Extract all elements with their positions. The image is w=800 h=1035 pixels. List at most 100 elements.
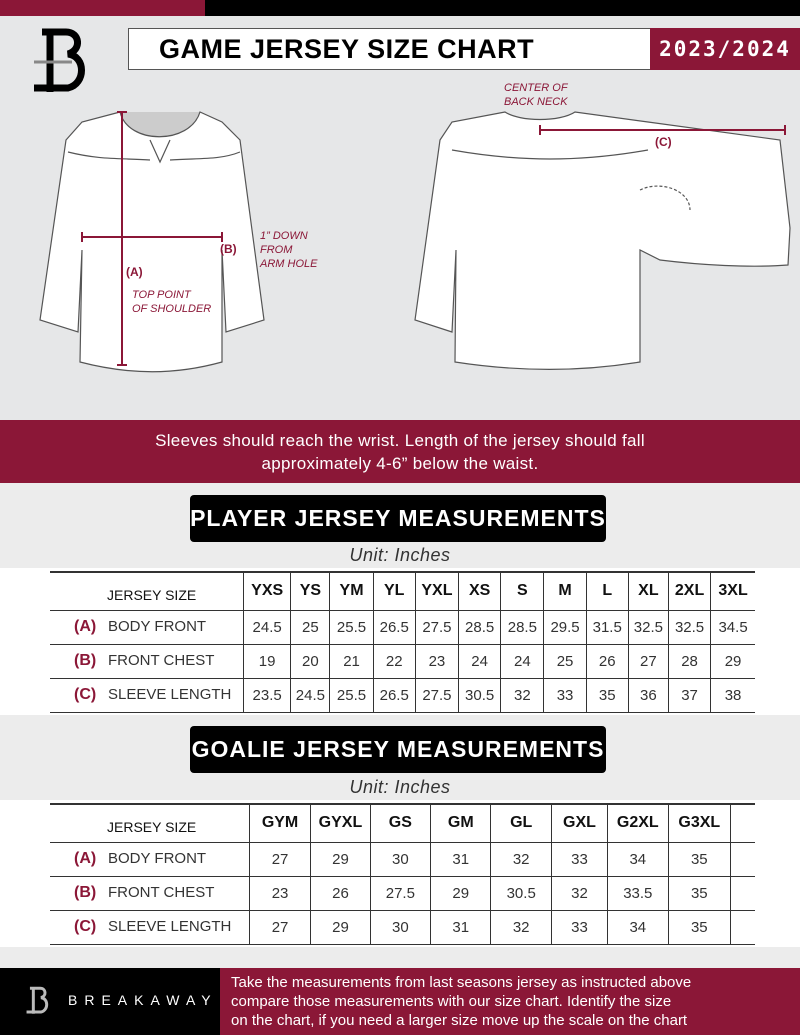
row-name: SLEEVE LENGTH (108, 686, 232, 703)
row-letter: (C) (74, 918, 97, 935)
header-row: JERSEY SIZE GYM GYXL GS GM GL GXL G2XL G3XL (50, 804, 755, 842)
table-cell: 29 (710, 644, 755, 678)
row-label: (C) SLEEVE LENGTH (50, 910, 249, 944)
table-cell: 25 (543, 644, 587, 678)
table-cell: 26 (310, 876, 371, 910)
table-cell: 27.5 (369, 876, 431, 910)
table-cell: 32 (490, 842, 552, 876)
table-cell: 20 (290, 644, 330, 678)
header-row: JERSEY SIZE YXS YS YM YL YXL XS S M L XL 2XL 3XL (50, 572, 755, 610)
front-jersey (39, 111, 265, 373)
table-cell: 31 (430, 842, 491, 876)
table-cell: 24.5 (242, 610, 291, 644)
table-cell: 27 (248, 842, 311, 876)
table-cell: 30 (369, 910, 431, 944)
table-cell: 33 (550, 910, 608, 944)
table-cell: 30 (369, 842, 431, 876)
size-header: G2XL (607, 804, 669, 842)
table-cell: 23.5 (242, 678, 291, 712)
player-heading: PLAYER JERSEY MEASUREMENTS (190, 495, 606, 542)
table-cell: 29 (310, 910, 371, 944)
goalie-unit: Unit: Inches (349, 777, 451, 797)
table-cell: 24 (500, 644, 544, 678)
table-cell: 30.5 (458, 678, 501, 712)
row-label: (A) BODY FRONT (50, 842, 249, 876)
measurement-lines (81, 111, 786, 366)
footer-brand: BREAKAWAY (0, 968, 220, 1035)
instruction-band: Sleeves should reach the wrist. Length o… (0, 420, 800, 483)
row-name: FRONT CHEST (108, 884, 215, 901)
row-letter: (A) (74, 850, 97, 867)
row-letter: (B) (74, 652, 97, 669)
table-cell: 31 (430, 910, 491, 944)
table-cell: 35 (667, 876, 731, 910)
table-cell: 33 (543, 678, 587, 712)
top-bar-accent (0, 0, 205, 16)
note-back-neck: CENTER OF BACK NECK (504, 82, 568, 108)
table-cell: 23 (414, 644, 459, 678)
table-cell: 23 (248, 876, 311, 910)
label-c: (C) (655, 135, 672, 149)
season-badge: 2023/2024 (650, 28, 800, 70)
table-cell: 27.5 (414, 610, 459, 644)
goalie-table: JERSEY SIZE GYM GYXL GS GM GL GXL G2XL G3XL (A) BO… (50, 803, 755, 945)
player-table: JERSEY SIZE YXS YS YM YL YXL XS S M L XL 2XL 3XL (A) B… (50, 571, 755, 713)
back-jersey (414, 111, 791, 371)
table-cell: 27 (627, 644, 669, 678)
size-header: M (543, 572, 587, 610)
table-cell: 33.5 (607, 876, 669, 910)
table-cell: 34.5 (710, 610, 755, 644)
size-header: GXL (550, 804, 608, 842)
empty-cell (730, 842, 755, 876)
note-shoulder: TOP POINT OF SHOULDER (132, 289, 212, 315)
table-cell: 25.5 (329, 610, 374, 644)
table-cell: 25.5 (329, 678, 374, 712)
empty-cell (730, 876, 755, 910)
size-header: S (500, 572, 544, 610)
size-header: XS (458, 572, 501, 610)
table-cell: 33 (550, 842, 608, 876)
row-name: BODY FRONT (108, 618, 207, 635)
label-b: (B) (220, 242, 237, 256)
row-label: (B) FRONT CHEST (50, 644, 243, 678)
size-header: GL (490, 804, 552, 842)
size-header: YS (290, 572, 330, 610)
player-unit: Unit: Inches (349, 545, 451, 565)
footer-instructions: Take the measurements from last seasons … (220, 968, 800, 1035)
size-header: GM (430, 804, 491, 842)
table-cell: 26.5 (372, 610, 416, 644)
table-row: (B) FRONT CHEST 19 20 21 22 23 24 24 25 26 27 28 29 (50, 644, 755, 678)
table-cell: 19 (242, 644, 291, 678)
table-cell: 35 (667, 842, 731, 876)
row-name: BODY FRONT (108, 850, 207, 867)
row-letter: (B) (74, 884, 97, 901)
empty-cell (730, 804, 755, 842)
table-row: (C) SLEEVE LENGTH 23.5 24.5 25.5 26.5 27.5 30.5… (50, 678, 755, 712)
table-cell: 28 (667, 644, 711, 678)
table-cell: 32.5 (667, 610, 711, 644)
table-cell: 32 (550, 876, 608, 910)
label-a: (A) (126, 265, 143, 279)
table-cell: 29 (430, 876, 491, 910)
size-header: YXL (414, 572, 459, 610)
row-name: SLEEVE LENGTH (108, 918, 232, 935)
size-label: JERSEY SIZE (107, 587, 197, 604)
table-cell: 31.5 (585, 610, 629, 644)
row-label: (B) FRONT CHEST (50, 876, 249, 910)
table-cell: 27.5 (414, 678, 459, 712)
table-cell: 34 (607, 910, 669, 944)
size-header: YL (372, 572, 416, 610)
table-row: (C) SLEEVE LENGTH 27 29 30 31 32 33 34 35 (50, 910, 755, 944)
table-cell: 32.5 (627, 610, 669, 644)
table-row: (B) FRONT CHEST 23 26 27.5 29 30.5 32 33.5 35 (50, 876, 755, 910)
table-cell: 29 (310, 842, 371, 876)
table-cell: 38 (710, 678, 755, 712)
table-cell: 27 (248, 910, 311, 944)
table-cell: 32 (490, 910, 552, 944)
table-cell: 26 (585, 644, 629, 678)
size-header: 3XL (710, 572, 755, 610)
footer-logo-icon (26, 986, 49, 1014)
note-armhole: 1” DOWN FROM ARM HOLE (260, 230, 318, 270)
table-cell: 36 (627, 678, 669, 712)
goalie-heading: GOALIE JERSEY MEASUREMENTS (190, 726, 606, 773)
